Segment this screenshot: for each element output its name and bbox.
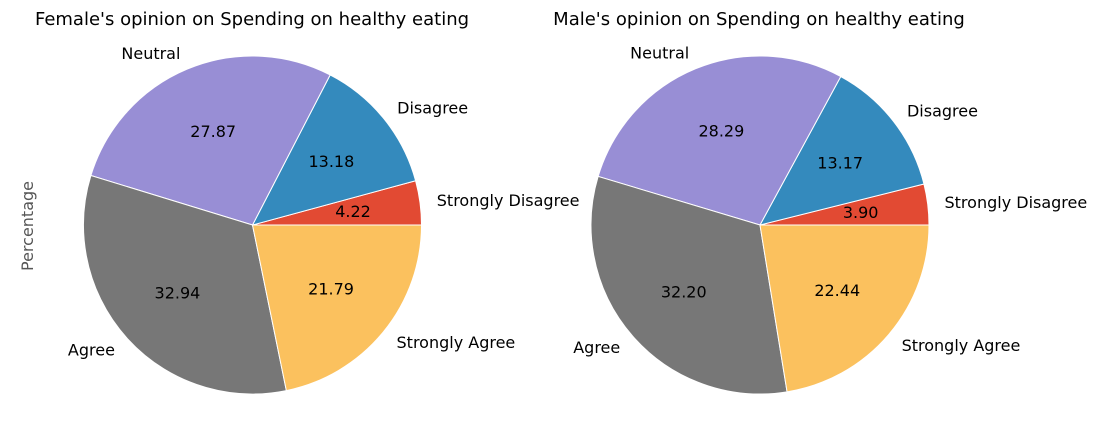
- male-slice-strongly-agree: [759, 224, 930, 393]
- male-chart-title: Male's opinion on Spending on healthy ea…: [553, 9, 965, 30]
- female-pie-chart: Female's opinion on Spending on healthy …: [18, 9, 580, 395]
- female-slice-agree: [83, 174, 287, 395]
- female-label-strongly-agree: Strongly Agree: [397, 333, 516, 352]
- female-slice-disagree: [251, 74, 417, 226]
- male-pie-labels: Strongly Disagree 3.90 Disagree 13.17 Neutra…: [573, 44, 1087, 357]
- female-value-strongly-disagree: 4.22: [335, 202, 371, 221]
- female-label-neutral: Neutral: [121, 44, 180, 63]
- female-slice-strongly-agree: [251, 224, 423, 392]
- female-value-agree: 32.94: [155, 284, 201, 303]
- male-value-strongly-agree: 22.44: [814, 281, 860, 300]
- male-label-disagree: Disagree: [907, 102, 978, 121]
- female-pie-labels: Strongly Disagree 4.22 Disagree 13.18 Neutra…: [68, 44, 580, 359]
- female-slice-neutral: [90, 55, 331, 226]
- female-chart-title: Female's opinion on Spending on healthy …: [35, 9, 469, 30]
- male-label-neutral: Neutral: [630, 44, 689, 63]
- male-label-strongly-disagree: Strongly Disagree: [945, 193, 1088, 212]
- male-value-strongly-disagree: 3.90: [843, 203, 879, 222]
- female-label-strongly-disagree: Strongly Disagree: [437, 191, 580, 210]
- male-slice-disagree: [759, 75, 925, 226]
- male-slice-agree: [590, 175, 788, 395]
- male-value-neutral: 28.29: [698, 122, 744, 141]
- female-label-disagree: Disagree: [397, 99, 468, 118]
- male-label-agree: Agree: [573, 338, 620, 357]
- male-pie-slices: [590, 55, 930, 395]
- female-chart-ylabel: Percentage: [18, 181, 37, 271]
- female-value-disagree: 13.18: [308, 152, 354, 171]
- female-label-agree: Agree: [68, 341, 115, 360]
- male-label-strongly-agree: Strongly Agree: [902, 336, 1021, 355]
- male-slice-neutral: [597, 55, 842, 226]
- female-value-strongly-agree: 21.79: [308, 280, 354, 299]
- male-value-disagree: 13.17: [817, 153, 863, 172]
- male-value-agree: 32.20: [661, 282, 707, 301]
- female-pie-slices: [83, 55, 423, 395]
- male-pie-chart: Male's opinion on Spending on healthy ea…: [553, 9, 1087, 395]
- female-value-neutral: 27.87: [190, 122, 236, 141]
